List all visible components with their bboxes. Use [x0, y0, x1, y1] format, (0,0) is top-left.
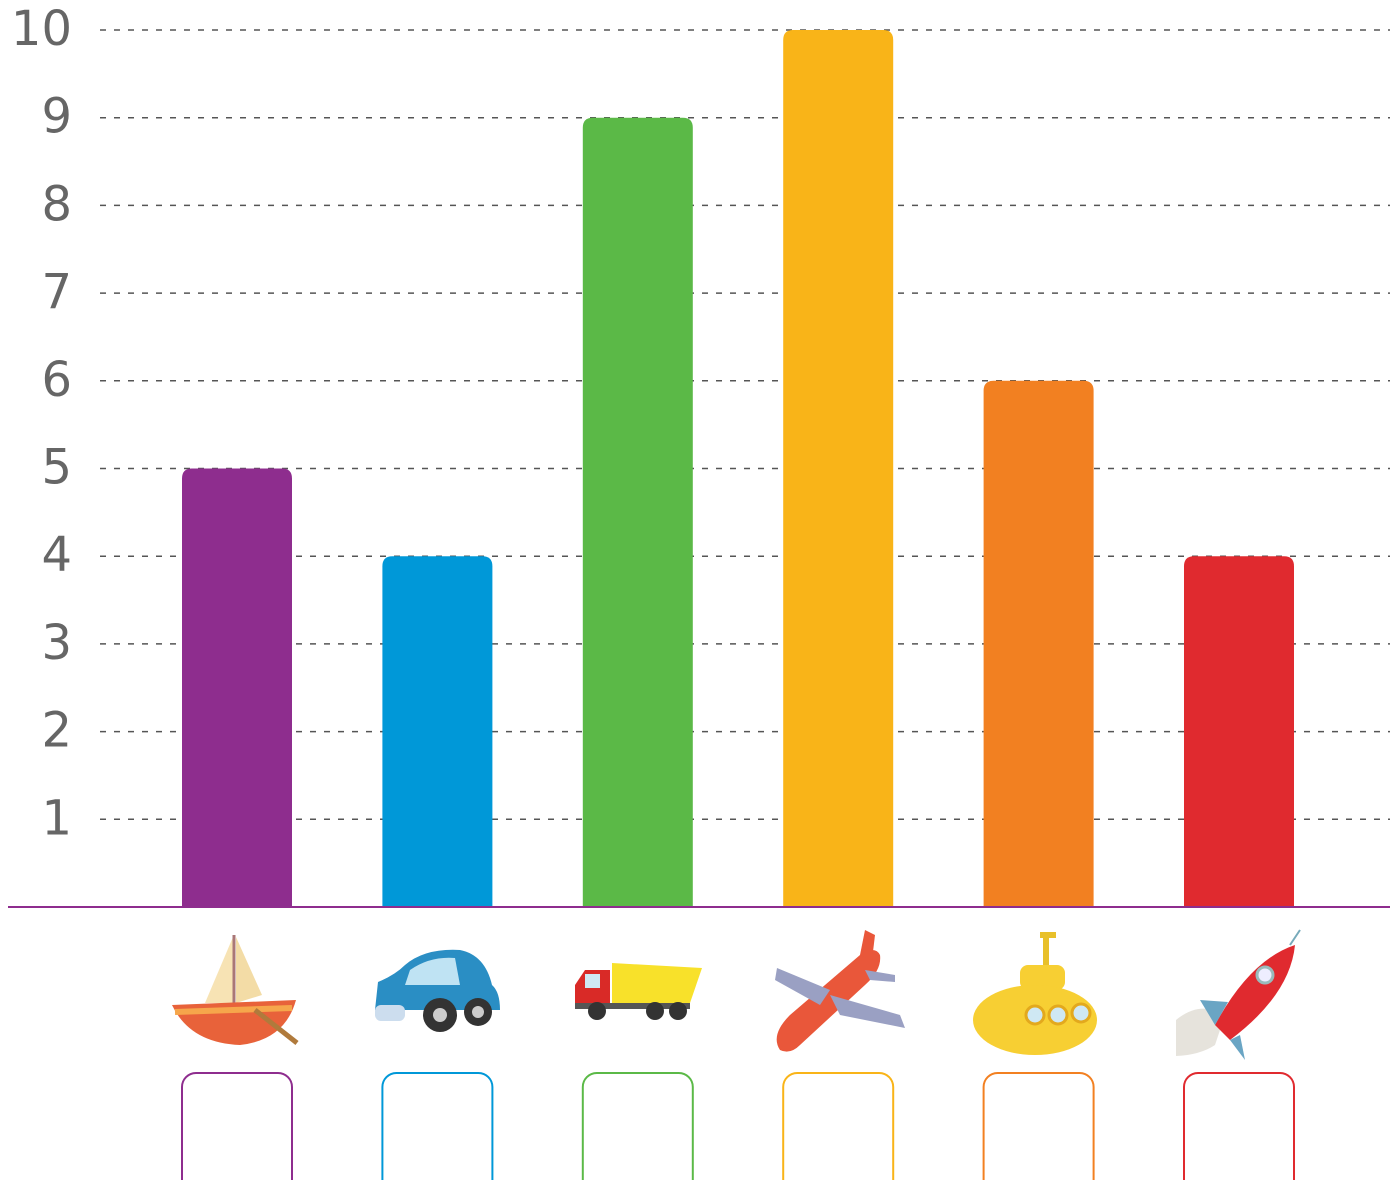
answer-box[interactable] [181, 1072, 293, 1180]
car-icon [375, 949, 500, 1032]
answer-box[interactable] [982, 1072, 1095, 1180]
submarine-icon [973, 932, 1097, 1055]
y-tick-label: 10 [11, 1, 72, 57]
boat-icon [172, 935, 299, 1045]
bar [1184, 556, 1294, 907]
y-tick-label: 5 [41, 440, 72, 496]
bar [182, 468, 292, 907]
y-tick-label: 1 [41, 790, 72, 846]
plane-icon [775, 930, 905, 1052]
bar [983, 380, 1094, 907]
y-tick-label: 3 [41, 615, 72, 671]
category-icons [172, 929, 1301, 1060]
answer-box[interactable] [782, 1072, 895, 1180]
y-tick-label: 6 [41, 352, 72, 408]
y-tick-label: 9 [41, 89, 72, 145]
rocket-icon [1176, 929, 1301, 1060]
truck-icon [575, 963, 702, 1020]
answer-box[interactable] [581, 1072, 694, 1180]
y-tick-label: 8 [41, 176, 72, 232]
y-tick-label: 2 [41, 703, 72, 759]
bar [783, 30, 894, 907]
answer-box[interactable] [1183, 1072, 1295, 1180]
bar [582, 117, 693, 907]
bar [382, 556, 493, 907]
y-tick-label: 7 [41, 264, 72, 320]
answer-box[interactable] [381, 1072, 494, 1180]
y-tick-label: 4 [41, 527, 72, 583]
